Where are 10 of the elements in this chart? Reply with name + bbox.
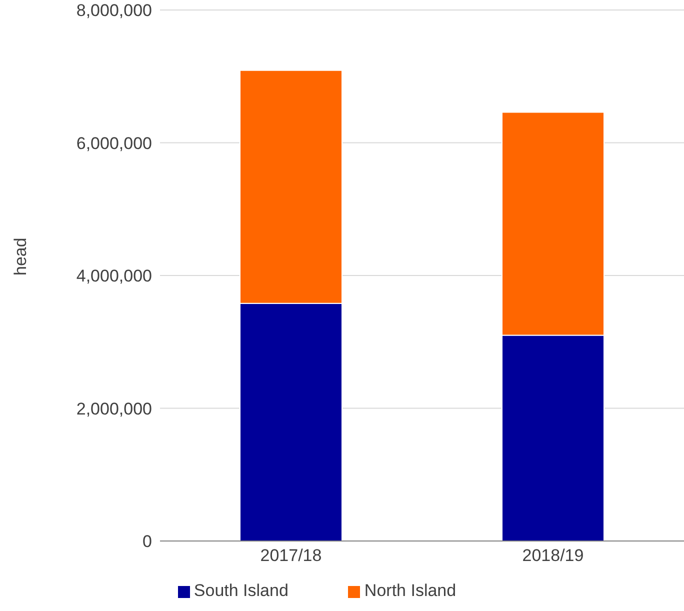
y-tick-label: 6,000,000 [76,134,152,153]
y-tick-label: 0 [142,532,152,552]
y-tick-label: 2,000,000 [76,399,152,418]
x-tick-label: 2018/19 [522,546,584,566]
y-tick-label: 8,000,000 [76,1,152,20]
y-tick-label: 4,000,000 [76,266,152,286]
legend-label: South Island [194,581,288,600]
y-axis-title: head [11,238,30,276]
x-tick-label: 2017/18 [260,546,322,566]
legend-label: North Island [364,581,456,600]
